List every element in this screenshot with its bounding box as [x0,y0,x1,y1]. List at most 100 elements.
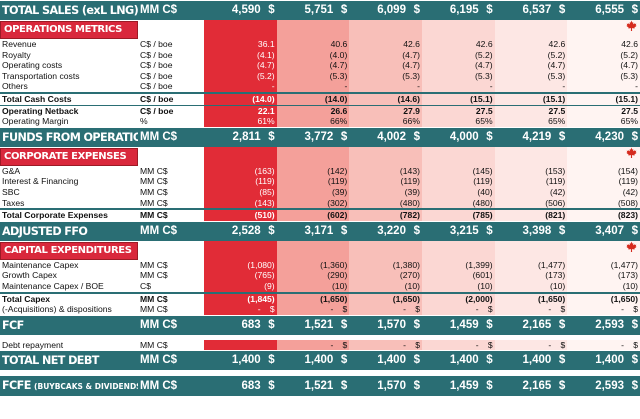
row-label: Transportation costs [2,70,80,81]
value-cell: 27.9 [349,105,422,117]
currency-symbol: $ [486,224,493,237]
financial-model-table: TOTAL SALES (exL LNG) MM C$ 4,590 $5,751 $6,… [0,0,640,397]
value-cell: 66% [276,116,350,128]
value-cell: 1,400 $ [494,350,568,371]
row-label: Operating costs [2,60,63,71]
value-cell: (10) [276,280,350,293]
value-cell: (42) [494,186,568,198]
value-cell: (119) [204,176,277,187]
row-label: Others [2,81,28,92]
row-unit: C$ / boe [140,39,173,49]
value-cell: 683 $ [204,375,277,397]
value-cell: (823) [567,208,640,222]
value-cell: - [494,81,568,93]
value-cell: (173) [494,270,568,281]
value-cell: 3,398 $ [494,220,568,241]
value-cell: (602) [276,208,350,222]
ops-row: Others C$ / boe - - - - - - [0,81,640,93]
value-cell: (14.0) [276,91,350,106]
value-cell: 1,400 $ [349,350,422,371]
value-cell: 42.6 [349,39,422,50]
currency-symbol: $ [268,354,275,367]
value-cell: - $ [567,339,640,351]
value-cell: (5.2) [204,70,277,82]
value-cell: 4,230 $ [567,126,640,147]
currency-symbol: $ [340,224,348,237]
value-cell: 27.5 [567,105,640,117]
row-unit: MM C$ [138,220,204,241]
row-unit: MM C$ [140,165,168,176]
value-cell: - $ [494,304,568,316]
value-cell: (1,650) [567,291,640,305]
ops-row: Operating costs C$ / boe (4.7) (4.7) (4.7) (4… [0,60,640,71]
row-unit: MM C$ [138,0,204,20]
value-cell: 6,195 $ [421,0,495,20]
value-cell: (1,399) [421,259,495,271]
value-cell: (4.7) [567,60,640,71]
row-unit: MM C$ [138,314,204,335]
currency-symbol: $ [269,304,275,315]
ops-row: Royalty C$ / boe (4.1) (4.0) (4.7) (5.2) (5.2)… [0,49,640,61]
value-cell: (5.2) [494,49,568,61]
value-cell: 4,000 $ [421,126,495,147]
value-cell: (163) [204,165,277,177]
row-unit: MM C$ [140,259,168,270]
value-cell: (1,477) [494,259,568,271]
value-cell: (14.6) [349,91,422,106]
currency-symbol: $ [487,339,493,350]
value-cell: 1,570 $ [349,314,422,335]
row-unit: MM C$ [138,208,204,222]
row-label: Interest & Financing [2,176,79,187]
value-cell: 2,165 $ [494,314,568,335]
currency-symbol: $ [631,224,638,237]
capex-row: Maintenance Capex MM C$ (1,080) (1,360) (1,3… [0,259,640,271]
row-label: Total Capex [0,291,138,305]
value-cell: (10) [494,280,568,293]
row-unit: C$ / boe [140,105,174,116]
acquisitions-row: (-Acquisitions) & dispositions MM C$ - $ - $ -… [0,304,640,316]
total_sales-row: TOTAL SALES (exL LNG) MM C$ 4,590 $5,751 $6,… [0,0,640,20]
value-cell: 1,521 $ [276,314,350,335]
value-cell: (173) [567,270,640,281]
value-cell: (5.3) [494,70,568,82]
row-unit: C$ / boe [140,81,173,92]
row-unit: MM C$ [140,339,168,350]
total-corporate-expenses-row: Total Corporate Expenses MM C$ (510) (602)(… [0,208,640,222]
currency-symbol: $ [268,379,275,392]
fcf-row: FCF MM C$ 683 $1,521 $1,570 $1,459 $2,165 $2,59… [0,314,640,335]
capex-section-header: CAPITAL EXPENDITURES [0,240,640,260]
value-cell: (270) [349,270,422,281]
value-cell: (15.1) [567,91,640,106]
currency-symbol: $ [631,318,638,331]
row-unit: C$ / boe [138,91,204,106]
value-cell: 3,171 $ [276,220,350,241]
value-cell: - $ [204,304,277,316]
corp-row: G&A MM C$ (163) (142) (143) (145) (153) (154) [0,165,640,177]
value-cell: 22.1 [204,105,277,117]
row-label: Total Corporate Expenses [0,208,138,222]
currency-symbol: $ [558,318,566,331]
ffo_ops-row: FUNDS FROM OPERATIONSMM C$2,811$3,772$4,… [0,126,640,147]
value-cell: 2,593 $ [567,375,640,397]
section-title: OPERATIONS METRICS [0,21,138,39]
currency-symbol: $ [342,339,348,350]
value-cell: (5.3) [567,70,640,82]
currency-symbol: $ [413,130,420,143]
value-cell: (119) [494,176,568,187]
value-cell: (5.3) [349,70,422,82]
value-cell: (42) [567,186,640,198]
row-unit: MM C$ [140,270,168,281]
value-cell: - [567,81,640,93]
value-cell: (506) [494,197,568,210]
row-unit: MM C$ [140,186,168,197]
row-unit: MM C$ [138,291,204,305]
adj_ffo-label: ADJUSTED FFO [0,220,138,241]
value-cell: (1,080) [204,259,277,271]
currency-symbol: $ [340,318,348,331]
debt-repayment-row: Debt repayment MM C$ - $ - $ - $ - $ - $ [0,339,640,351]
row-label: SBC [2,186,20,197]
currency-symbol: $ [340,4,348,16]
corp-row: Taxes MM C$ (143) (302) (480) (480) (506) (508) [0,197,640,210]
row-label: Taxes [2,197,25,208]
value-cell: 2,528 $ [204,220,277,241]
